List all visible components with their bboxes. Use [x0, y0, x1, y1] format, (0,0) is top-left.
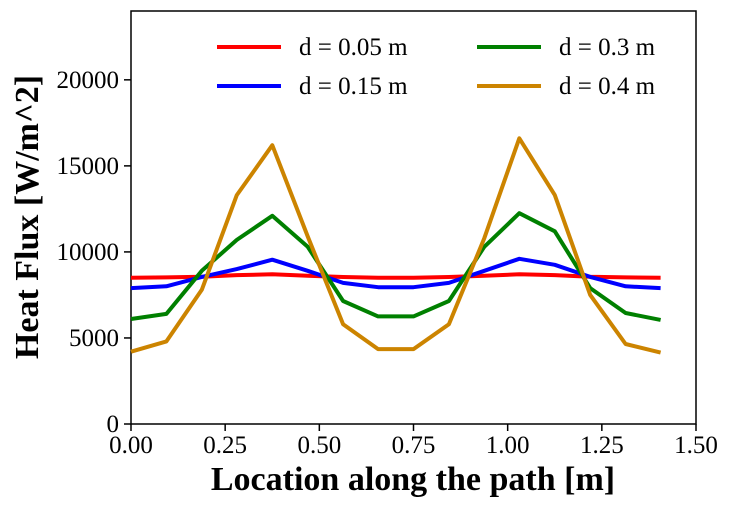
series-line-3 [130, 211, 661, 322]
series-layer [130, 136, 662, 355]
legend-label-4: d = 0.4 m [559, 73, 656, 100]
x-axis-title: Location along the path [m] [211, 461, 615, 498]
y-tick-label: 10000 [57, 239, 120, 266]
x-axis-ticks: 0.00 0.25 0.50 0.75 1.00 1.25 1.50 [109, 424, 718, 459]
x-tick-label: 1.50 [674, 432, 718, 459]
plot-area [130, 10, 697, 425]
legend: d = 0.05 m d = 0.15 m d = 0.3 m d = 0.4 m [217, 34, 656, 100]
x-tick-label: 1.00 [486, 432, 530, 459]
y-tick-label: 5000 [69, 325, 119, 352]
series-line-4 [130, 136, 662, 355]
series-line-2 [130, 256, 661, 291]
x-tick-label: 0.50 [297, 432, 341, 459]
y-tick-label: 0 [107, 411, 120, 438]
y-axis-ticks: 0 5000 10000 15000 20000 [57, 67, 131, 438]
y-tick-label: 20000 [57, 67, 120, 94]
y-axis-title: Heat Flux [W/m^2] [9, 75, 46, 359]
y-tick-label: 15000 [57, 153, 120, 180]
series-line-1 [130, 272, 661, 280]
legend-label-1: d = 0.05 m [299, 34, 408, 61]
x-tick-label: 0.00 [109, 432, 153, 459]
x-tick-label: 0.25 [203, 432, 247, 459]
legend-label-3: d = 0.3 m [559, 34, 656, 61]
x-tick-label: 1.25 [580, 432, 624, 459]
legend-label-2: d = 0.15 m [299, 73, 408, 100]
x-tick-label: 0.75 [392, 432, 436, 459]
